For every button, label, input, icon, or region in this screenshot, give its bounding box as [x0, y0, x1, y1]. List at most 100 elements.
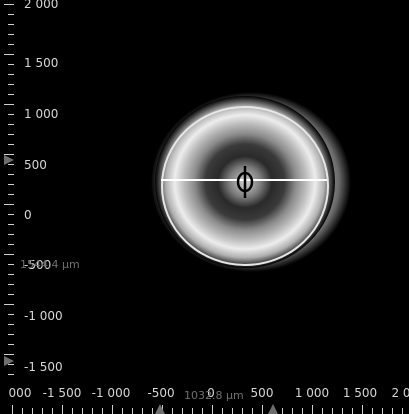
ruler-tick: [172, 408, 173, 414]
ruler-tick: [362, 405, 363, 414]
ruler-tick: [4, 254, 14, 255]
x-axis-label: 000: [8, 386, 32, 400]
ruler-tick: [342, 408, 343, 414]
ruler-tick: [4, 4, 14, 5]
ruler-tick: [8, 24, 14, 25]
ruler-tick: [8, 74, 14, 75]
ruler-tick: [8, 374, 14, 375]
ruler-tick: [8, 194, 14, 195]
ruler-tick: [222, 408, 223, 414]
beam-image: [151, 92, 351, 272]
ruler-tick: [8, 334, 14, 335]
ruler-tick: [8, 224, 14, 225]
ruler-tick: [8, 94, 14, 95]
ruler-tick: [8, 14, 14, 15]
ruler-tick: [382, 408, 383, 414]
x-axis-label: -1 500: [42, 386, 82, 400]
y-axis-label: 1 500: [24, 56, 59, 70]
ruler-tick: [202, 408, 203, 414]
vertical-measurement-text: 1544.4 µm: [20, 258, 80, 271]
ruler-marker-icon[interactable]: [4, 155, 14, 165]
x-axis-label: 1 500: [342, 386, 378, 400]
ruler-tick: [332, 408, 333, 414]
ruler-tick: [352, 408, 353, 414]
ruler-tick: [392, 408, 393, 414]
ruler-tick: [312, 405, 313, 414]
ruler-tick: [82, 408, 83, 414]
beam-image-area[interactable]: [14, 0, 409, 382]
ruler-tick: [4, 54, 14, 55]
ruler-tick: [12, 405, 13, 414]
ruler-tick: [8, 164, 14, 165]
vertical-ruler[interactable]: [0, 0, 14, 382]
ruler-tick: [8, 284, 14, 285]
ruler-marker-icon[interactable]: [268, 404, 278, 414]
ruler-tick: [232, 408, 233, 414]
ruler-tick: [132, 408, 133, 414]
crosshair-icon[interactable]: [236, 166, 254, 198]
y-axis-label: 1 000: [24, 107, 59, 121]
ruler-tick: [8, 124, 14, 125]
x-axis-label: 2 0: [391, 386, 409, 400]
horizontal-measurement-text: 1032.8 µm: [184, 389, 244, 402]
ruler-tick: [8, 274, 14, 275]
ruler-tick: [242, 408, 243, 414]
x-axis-label: 1 000: [294, 386, 330, 400]
ruler-tick: [8, 44, 14, 45]
ruler-tick: [8, 324, 14, 325]
ruler-tick: [102, 408, 103, 414]
y-axis-label: 500: [24, 158, 47, 172]
y-axis-label: -500: [24, 258, 52, 272]
ruler-tick: [62, 405, 63, 414]
ruler-tick: [8, 84, 14, 85]
ruler-tick: [8, 264, 14, 265]
ruler-tick: [32, 408, 33, 414]
ruler-tick: [8, 34, 14, 35]
ruler-marker-icon[interactable]: [4, 356, 14, 366]
ruler-tick: [4, 304, 14, 305]
ruler-tick: [192, 408, 193, 414]
ruler-tick: [8, 114, 14, 115]
ruler-tick: [302, 408, 303, 414]
ruler-tick: [122, 408, 123, 414]
ruler-tick: [4, 354, 14, 355]
ruler-tick: [4, 154, 14, 155]
ruler-tick: [4, 204, 14, 205]
ruler-tick: [252, 408, 253, 414]
ruler-tick: [372, 408, 373, 414]
ruler-tick: [282, 408, 283, 414]
x-axis-label: 0: [207, 386, 215, 400]
ruler-marker-icon[interactable]: [155, 404, 165, 414]
ruler-tick: [72, 408, 73, 414]
ruler-tick: [152, 408, 153, 414]
ruler-tick: [182, 408, 183, 414]
ruler-tick: [112, 405, 113, 414]
beam-ring: [161, 106, 329, 266]
x-axis-label: -500: [147, 386, 175, 400]
y-axis-label: -1 500: [24, 360, 63, 374]
ruler-tick: [8, 234, 14, 235]
y-axis-label: 2 000: [24, 0, 59, 11]
ruler-tick: [322, 408, 323, 414]
ruler-tick: [42, 408, 43, 414]
ruler-tick: [4, 104, 14, 105]
x-axis-label: 500: [250, 386, 274, 400]
ruler-tick: [8, 184, 14, 185]
ruler-tick: [8, 294, 14, 295]
ruler-tick: [8, 244, 14, 245]
ruler-tick: [402, 408, 403, 414]
ruler-tick: [8, 344, 14, 345]
ruler-tick: [8, 134, 14, 135]
horizontal-ruler[interactable]: [0, 382, 409, 414]
ruler-tick: [8, 214, 14, 215]
ruler-tick: [22, 408, 23, 414]
y-axis-label: -1 000: [24, 309, 63, 323]
ruler-tick: [142, 408, 143, 414]
ruler-tick: [262, 405, 263, 414]
ruler-tick: [8, 364, 14, 365]
x-axis-label: -1 000: [91, 386, 131, 400]
y-axis-label: 0: [24, 208, 32, 222]
ruler-tick: [8, 174, 14, 175]
ruler-tick: [292, 408, 293, 414]
